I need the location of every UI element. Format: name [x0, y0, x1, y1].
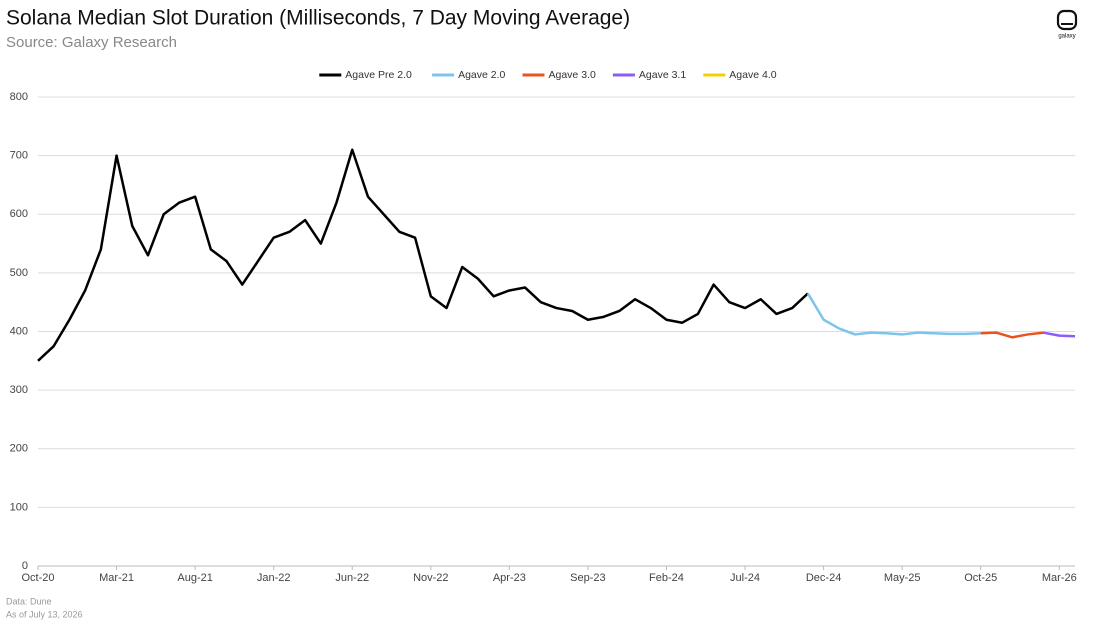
x-tick-label: Oct-25: [964, 572, 997, 584]
x-tick-label: Apr-23: [493, 572, 526, 584]
logo-text: galaxy: [1058, 34, 1075, 40]
x-tick-label: Jun-22: [335, 572, 369, 584]
legend-label: Agave 3.0: [549, 69, 596, 81]
y-tick-label: 300: [10, 384, 28, 396]
series-line: [1043, 331, 1076, 338]
x-tick-label: Oct-20: [21, 572, 54, 584]
legend-label: Agave Pre 2.0: [345, 69, 412, 81]
y-tick-label: 400: [10, 325, 28, 337]
legend-label: Agave 2.0: [458, 69, 505, 81]
logo: galaxy: [1056, 9, 1078, 40]
x-tick-label: Sep-23: [570, 572, 605, 584]
x-tick-label: Dec-24: [806, 572, 841, 584]
series-line: [980, 331, 1044, 339]
chart-subtitle: Source: Galaxy Research: [6, 34, 177, 51]
logo-icon: [1056, 9, 1078, 31]
legend-label: Agave 4.0: [729, 69, 776, 81]
series-line: [806, 292, 981, 336]
x-tick-label: Feb-24: [649, 572, 684, 584]
y-tick-label: 0: [22, 560, 28, 572]
x-tick-label: Jul-24: [730, 572, 760, 584]
series-line: [37, 148, 809, 362]
y-tick-label: 600: [10, 208, 28, 220]
x-tick-label: Nov-22: [413, 572, 448, 584]
y-tick-label: 100: [10, 501, 28, 513]
footnote: As of July 13, 2026: [6, 609, 83, 619]
x-tick-label: Jan-22: [257, 572, 291, 584]
x-tick-label: Mar-26: [1042, 572, 1077, 584]
x-tick-label: May-25: [884, 572, 921, 584]
x-tick-label: Mar-21: [99, 572, 134, 584]
y-tick-label: 800: [10, 91, 28, 103]
y-tick-label: 700: [10, 150, 28, 162]
legend-label: Agave 3.1: [639, 69, 686, 81]
chart-title: Solana Median Slot Duration (Millisecond…: [6, 7, 630, 30]
y-tick-label: 200: [10, 443, 28, 455]
x-tick-label: Aug-21: [177, 572, 212, 584]
y-tick-label: 500: [10, 267, 28, 279]
footnote: Data: Dune: [6, 596, 52, 606]
